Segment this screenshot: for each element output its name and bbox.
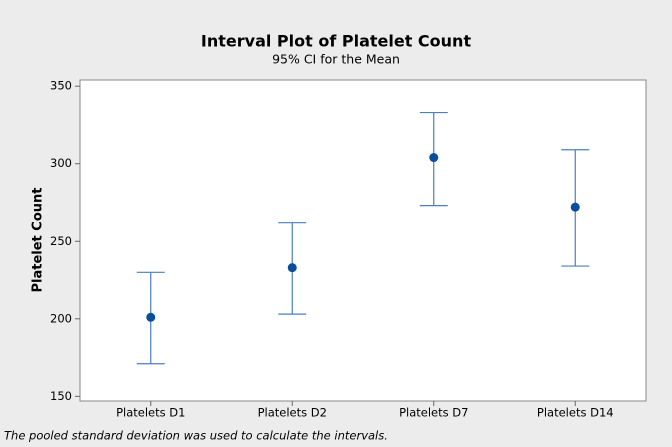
chart-subtitle: 95% CI for the Mean [272, 52, 400, 67]
y-tick-label: 150 [50, 389, 72, 403]
y-tick-label: 300 [50, 156, 72, 170]
y-tick-label: 350 [50, 79, 72, 93]
x-tick-label: Platelets D7 [399, 406, 468, 420]
chart-title: Interval Plot of Platelet Count [201, 32, 472, 51]
mean-point [146, 312, 156, 322]
y-axis-label: Platelet Count [31, 188, 46, 293]
mean-point [429, 153, 439, 163]
x-tick-label: Platelets D1 [116, 406, 185, 420]
mean-point [287, 263, 297, 273]
y-tick-label: 200 [50, 311, 72, 325]
plot-area [79, 79, 647, 402]
x-tick-label: Platelets D14 [537, 406, 614, 420]
y-tick-label: 250 [50, 234, 72, 248]
mean-point [570, 202, 580, 212]
footnote: The pooled standard deviation was used t… [4, 429, 388, 443]
x-tick-label: Platelets D2 [258, 406, 327, 420]
